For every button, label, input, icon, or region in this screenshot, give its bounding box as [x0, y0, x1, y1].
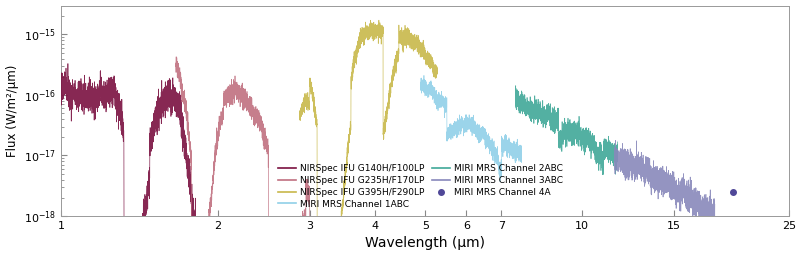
Y-axis label: Flux (W/m²/μm): Flux (W/m²/μm) — [6, 65, 18, 157]
X-axis label: Wavelength (μm): Wavelength (μm) — [365, 237, 485, 250]
Legend: NIRSpec IFU G140H/F100LP, NIRSpec IFU G235H/F170LP, NIRSpec IFU G395H/F290LP, MI: NIRSpec IFU G140H/F100LP, NIRSpec IFU G2… — [274, 161, 567, 212]
